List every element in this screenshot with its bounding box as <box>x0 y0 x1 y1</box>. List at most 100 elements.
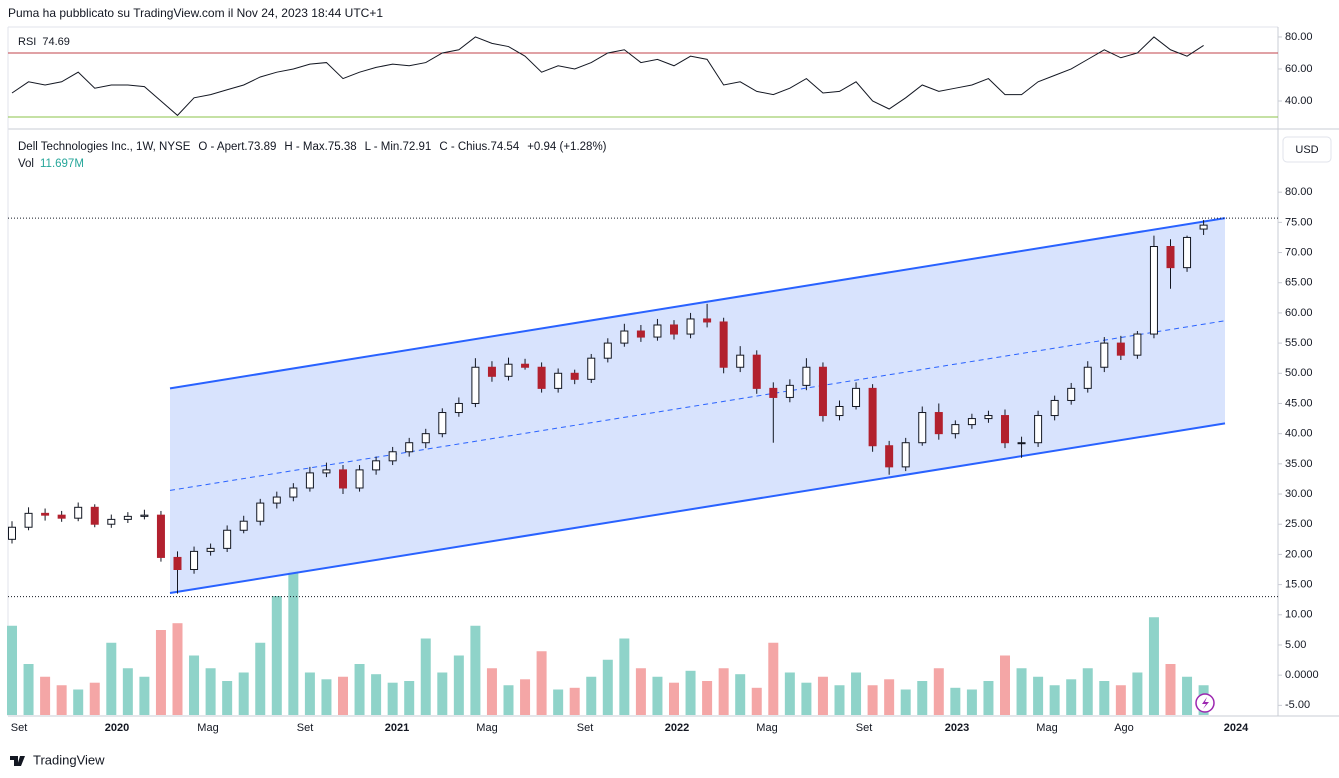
volume-bar <box>271 596 282 715</box>
volume-bar <box>453 655 464 715</box>
volume-bar <box>1148 617 1159 715</box>
candle-body <box>24 512 33 528</box>
volume-bar <box>420 638 431 715</box>
volume-bar <box>321 679 332 715</box>
volume-bar <box>304 672 315 715</box>
y-tick-label: 15.00 <box>1285 578 1313 590</box>
candle-body <box>405 442 414 453</box>
candle-body <box>670 324 678 335</box>
volume-bar <box>652 676 663 715</box>
ohlc-value: 75.38 <box>328 141 357 153</box>
change: +0.94 (+1.28%) <box>527 141 606 153</box>
volume-bar <box>338 676 348 715</box>
volume-bar <box>1000 655 1010 715</box>
rsi-value: 74.69 <box>42 36 70 48</box>
volume-bar <box>1066 679 1077 715</box>
volume-bar <box>751 687 762 715</box>
candle-body <box>57 514 66 519</box>
candle-body <box>852 387 861 407</box>
currency-button[interactable] <box>1282 136 1332 163</box>
volume-bar <box>1033 676 1044 715</box>
volume-bar <box>1115 685 1126 715</box>
y-tick-label: 10.00 <box>1285 609 1313 621</box>
ohlc-label: L - Min. <box>365 141 403 153</box>
volume-bar <box>933 668 944 715</box>
x-tick-label: 2024 <box>1224 722 1249 734</box>
volume-bar <box>205 668 216 715</box>
candle-body <box>951 424 960 435</box>
volume-bar <box>354 664 365 715</box>
volume-bar <box>23 664 34 715</box>
volume-bar <box>189 655 200 715</box>
y-tick-label: 50.00 <box>1285 367 1313 379</box>
volume-bar <box>983 681 994 715</box>
y-tick-label: 55.00 <box>1285 337 1313 349</box>
volume-bar <box>1082 668 1093 715</box>
volume-bar <box>768 642 779 715</box>
x-tick-label: Ago <box>1114 722 1134 734</box>
candle-body <box>322 469 331 474</box>
candle-body <box>256 502 265 522</box>
rsi-legend: RSI 74.69 <box>18 36 70 48</box>
candle-body <box>140 514 149 517</box>
volume-bar <box>437 672 448 715</box>
candle-body <box>603 342 612 359</box>
candle-body <box>372 460 381 471</box>
candle-body <box>703 318 712 323</box>
candle-body <box>818 366 827 417</box>
candle-body <box>74 506 83 519</box>
candle-body <box>570 372 579 380</box>
candle-body <box>487 366 496 377</box>
volume-bar <box>288 570 299 715</box>
y-tick-label: 25.00 <box>1285 518 1313 530</box>
y-tick-label: 75.00 <box>1285 216 1313 228</box>
candle-body <box>918 412 927 444</box>
volume-legend: Vol 11.697M <box>18 158 84 170</box>
candle-body <box>107 518 116 525</box>
candle-body <box>1183 236 1192 269</box>
channel-middle <box>169 320 1226 491</box>
candle-body <box>620 330 629 344</box>
volume-bar <box>1099 681 1110 715</box>
candle-body <box>190 550 199 570</box>
rsi-line <box>11 36 1204 117</box>
volume-bar <box>784 672 795 715</box>
volume-bar <box>801 682 812 715</box>
volume-bar <box>387 682 398 715</box>
published-note: Puma ha pubblicato su TradingView.com il… <box>8 6 383 20</box>
ohlc-label: O - Apert. <box>198 141 247 153</box>
volume-bar <box>1016 668 1027 715</box>
candle-body <box>1001 415 1009 444</box>
x-tick-label: Set <box>856 722 873 734</box>
brand: TradingView <box>33 752 105 767</box>
volume-bar <box>553 689 564 715</box>
volume-bar <box>486 668 497 715</box>
volume-bar <box>884 679 895 715</box>
candle-body <box>537 366 546 389</box>
volume-bar <box>817 676 828 715</box>
rsi-name: RSI <box>18 36 36 48</box>
candle-body <box>289 487 298 498</box>
volume-bar <box>1165 664 1176 715</box>
x-tick-label: Mag <box>476 722 497 734</box>
volume-bar <box>222 681 233 715</box>
volume-bar <box>685 670 696 715</box>
candle-body <box>1133 333 1142 356</box>
ohlc-label: H - Max. <box>284 141 327 153</box>
channel-upper <box>169 217 1226 390</box>
candle-body <box>239 520 248 531</box>
x-tick-label: Mag <box>756 722 777 734</box>
channel-lower <box>169 422 1226 595</box>
candle-body <box>1199 224 1208 230</box>
volume-bar <box>172 623 183 715</box>
volume-bar <box>900 689 911 715</box>
y-tick-label: 0.0000 <box>1285 669 1319 681</box>
candle-body <box>1100 342 1109 368</box>
candle-body <box>1166 246 1175 269</box>
volume-bar <box>122 668 133 715</box>
volume-bar <box>669 682 679 715</box>
candle-body <box>272 496 281 504</box>
y-tick-label: 65.00 <box>1285 277 1313 289</box>
candle-body <box>1017 442 1026 445</box>
